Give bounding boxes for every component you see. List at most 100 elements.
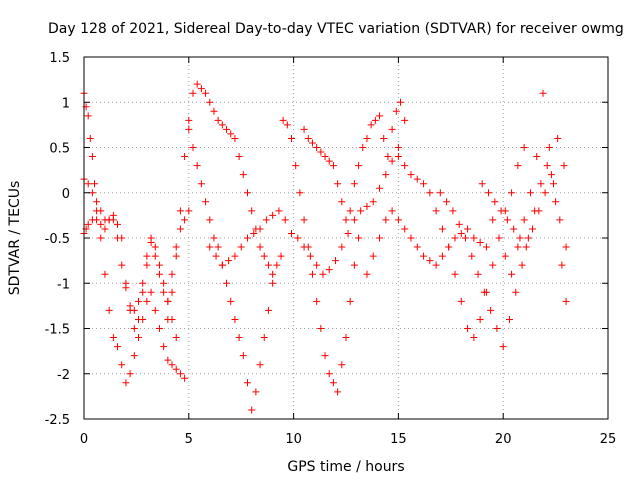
- data-point: [451, 270, 459, 278]
- series-track-f: [206, 144, 402, 278]
- data-point: [376, 234, 384, 242]
- data-point: [346, 297, 354, 305]
- data-point: [426, 257, 434, 265]
- data-point: [392, 107, 400, 115]
- series-track-k: [436, 162, 570, 351]
- data-point: [300, 125, 308, 133]
- data-point: [193, 162, 201, 170]
- data-point: [562, 297, 570, 305]
- data-point: [139, 288, 147, 296]
- data-point: [304, 243, 312, 251]
- data-point: [407, 171, 415, 179]
- data-point: [436, 189, 444, 197]
- data-point: [313, 144, 321, 151]
- data-point: [359, 144, 367, 151]
- data-point: [325, 370, 333, 378]
- y-tick-label: -1: [57, 277, 70, 292]
- data-point: [126, 370, 134, 378]
- data-point: [304, 134, 312, 142]
- y-tick-label: -1.5: [45, 323, 70, 338]
- data-point: [164, 297, 172, 305]
- data-point: [243, 379, 251, 387]
- data-point: [342, 216, 350, 224]
- data-point: [413, 243, 421, 251]
- data-point: [558, 261, 566, 269]
- data-point: [501, 252, 509, 260]
- data-point: [214, 116, 222, 124]
- data-point: [105, 306, 113, 314]
- data-point: [388, 207, 396, 215]
- series-track-m: [478, 134, 568, 251]
- data-point: [218, 121, 226, 129]
- data-point: [308, 139, 316, 147]
- data-point: [88, 189, 96, 197]
- data-point: [218, 261, 226, 269]
- data-point: [227, 130, 235, 138]
- data-point: [160, 279, 168, 287]
- data-point: [114, 220, 122, 228]
- data-point: [143, 252, 151, 260]
- data-point: [130, 325, 138, 332]
- data-point: [231, 315, 239, 323]
- data-point: [562, 243, 570, 251]
- data-point: [355, 234, 363, 242]
- series-track-a: [80, 89, 189, 387]
- data-point: [480, 288, 488, 296]
- data-point: [516, 234, 524, 242]
- y-tick-label: -2.5: [45, 413, 70, 428]
- data-point: [151, 306, 159, 314]
- y-tick-label: 1.5: [49, 51, 70, 66]
- data-point: [239, 171, 247, 179]
- y-tick-label: 1: [62, 96, 70, 111]
- data-point: [90, 180, 98, 188]
- data-point: [118, 361, 126, 369]
- data-point: [350, 216, 358, 224]
- data-point: [281, 216, 289, 224]
- data-point: [344, 229, 352, 237]
- data-point: [134, 334, 142, 342]
- data-point: [260, 334, 268, 342]
- data-point: [499, 343, 507, 351]
- data-point: [237, 243, 245, 251]
- data-point: [526, 189, 534, 197]
- data-point: [376, 184, 384, 192]
- data-point: [269, 211, 277, 219]
- data-point: [384, 153, 392, 161]
- data-point: [172, 243, 180, 251]
- data-point: [510, 225, 518, 233]
- data-point: [520, 144, 528, 151]
- data-point: [279, 116, 287, 124]
- data-point: [97, 220, 105, 228]
- data-point: [109, 216, 117, 224]
- data-point: [296, 189, 304, 197]
- data-point: [252, 388, 260, 396]
- data-point: [367, 121, 375, 129]
- data-point: [394, 216, 402, 224]
- data-point: [256, 243, 264, 251]
- data-point: [321, 153, 329, 161]
- data-point: [264, 306, 272, 314]
- data-point: [350, 261, 358, 269]
- data-point: [114, 234, 122, 242]
- data-point: [88, 153, 96, 161]
- data-point: [485, 189, 493, 197]
- x-axis-title: GPS time / hours: [287, 459, 404, 475]
- data-point: [214, 243, 222, 251]
- data-point: [130, 306, 138, 314]
- data-point: [545, 144, 553, 151]
- data-point: [420, 180, 428, 188]
- data-point: [470, 334, 478, 342]
- data-point: [176, 370, 184, 378]
- data-point: [334, 388, 342, 396]
- data-point: [248, 406, 256, 414]
- data-point: [476, 315, 484, 323]
- data-point: [84, 112, 92, 120]
- data-point: [235, 153, 243, 161]
- data-point: [346, 207, 354, 215]
- data-point: [533, 153, 541, 161]
- data-point: [134, 297, 142, 305]
- data-point: [264, 261, 272, 269]
- x-tick-labels: 0 5 10 15 20 25: [80, 432, 616, 447]
- series-track-b: [80, 175, 180, 342]
